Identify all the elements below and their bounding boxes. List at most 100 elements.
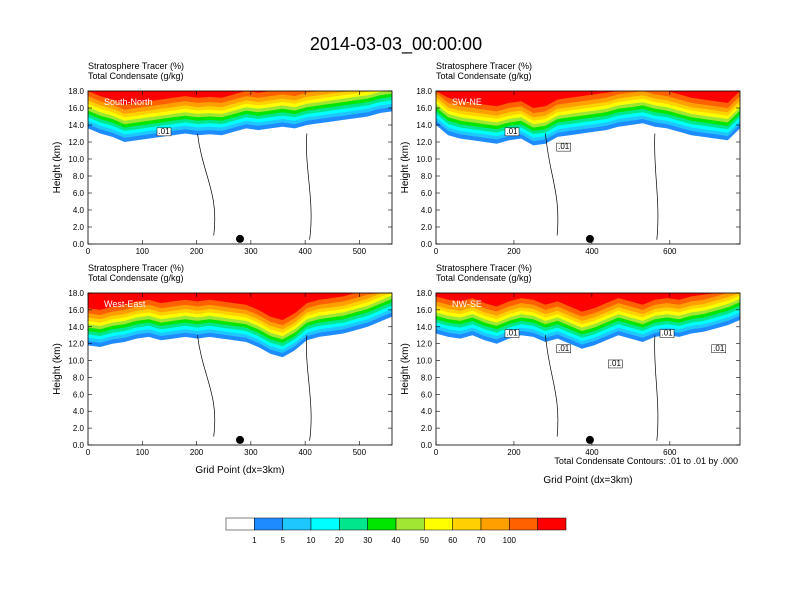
y-tick-label: 16.0 [68,306,84,315]
colorbar-label: 40 [392,536,401,545]
panel-subtitle: Stratosphere Tracer (%) [88,61,184,71]
x-tick-label: 0 [86,247,91,256]
x-tick-label: 300 [244,448,258,457]
tracer-band-11 [436,91,740,108]
contour-label: .01 [558,142,570,151]
tracer-fill [88,91,392,142]
y-tick-label: 8.0 [73,172,85,181]
contour-label-box [504,127,520,137]
x-tick-label: 400 [585,247,599,256]
x-tick-label: 0 [86,448,91,457]
y-tick-label: 4.0 [73,407,85,416]
colorbar: 1 5 10 20 30 40 50 60 70 100 [225,517,567,545]
y-tick-label: 6.0 [73,189,85,198]
x-axis-label: Grid Point (dx=3km) [543,475,632,486]
contour-line [197,335,216,437]
colorbar-swatch [480,517,510,531]
x-tick-label: 300 [244,247,258,256]
colorbar-swatch [254,517,283,531]
y-tick-label: 16.0 [68,104,84,113]
colorbar-swatch [395,517,425,531]
y-tick-label: 6.0 [73,390,85,399]
y-tick-label: 14.0 [68,323,84,332]
colorbar-label: 70 [477,536,486,545]
contour-label: .01 [506,329,518,338]
contour-label: .01 [158,127,170,136]
y-axis-label: Height (km) [400,343,411,395]
contour-line [545,335,559,437]
y-tick-label: 2.0 [73,424,85,433]
panel-subtitle: Stratosphere Tracer (%) [436,61,532,71]
y-tick-label: 8.0 [421,373,433,382]
colorbar-label: 100 [503,536,517,545]
panel-west-east: 0 100 200 300 400 500 0.0 2.0 4.0 6.0 8.0 10.0 12.0 1… [52,263,393,476]
contour-line [654,335,659,441]
y-tick-label: 10.0 [416,357,432,366]
y-tick-label: 8.0 [73,373,85,382]
colorbar-label: 60 [448,536,457,545]
y-tick-label: 10.0 [68,357,84,366]
contour-line [306,335,312,441]
colorbar-swatch [225,517,255,531]
figure-title: 2014-03-03_00:00:00 [310,34,482,55]
contour-label-box [556,142,571,152]
plot-frame [87,90,393,245]
colorbar-swatch [509,517,538,531]
y-tick-label: 0.0 [73,240,85,249]
location-marker [585,234,594,243]
condensate-contours [545,133,659,240]
colorbar-label: 10 [307,536,316,545]
panel-south-north: .01 0 100 200 300 400 500 0.0 2.0 4.0 6.0 8.0 10.0 12… [52,61,393,256]
contour-line [654,133,659,240]
contour-label-box [156,127,172,137]
y-tick-label: 16.0 [416,104,432,113]
y-tick-label: 4.0 [421,206,433,215]
tracer-band-11 [88,91,392,105]
colorbar-swatch [452,517,482,531]
panel-sw-ne: .01 .01 0 200 400 600 0.0 2.0 4.0 6.0 8.0 10.0 12.0 1… [400,61,741,256]
y-axis-label: Height (km) [52,142,63,194]
panel-subtitle-2: Total Condensate (g/kg) [88,71,184,81]
y-tick-label: 14.0 [68,121,84,130]
panel-name: NW-SE [452,299,482,309]
x-tick-label: 0 [434,448,439,457]
panel-name: SW-NE [452,97,482,107]
y-tick-label: 14.0 [416,323,432,332]
y-tick-label: 18.0 [68,87,84,96]
panel-name: South-North [104,97,153,107]
colorbar-swatch [310,517,340,531]
y-tick-label: 0.0 [73,441,85,450]
x-tick-label: 600 [663,247,677,256]
x-tick-label: 500 [353,448,367,457]
x-tick-label: 500 [353,247,367,256]
colorbar-swatch [424,517,453,531]
contour-label-box [659,329,675,338]
colorbar-label: 20 [335,536,344,545]
panel-subtitle-2: Total Condensate (g/kg) [436,71,532,81]
tracer-fill [88,293,392,358]
y-tick-label: 16.0 [416,306,432,315]
y-tick-label: 18.0 [416,289,432,298]
x-tick-label: 200 [190,448,204,457]
plot-frame [87,292,393,446]
x-tick-label: 400 [298,448,312,457]
contour-label-box [556,344,571,354]
y-tick-label: 12.0 [68,138,84,147]
panel-subtitle: Stratosphere Tracer (%) [88,263,184,273]
y-tick-label: 4.0 [73,206,85,215]
panel-subtitle: Stratosphere Tracer (%) [436,263,532,273]
contour-label-box [608,359,623,369]
contour-label: .01 [506,127,518,136]
y-tick-label: 2.0 [73,223,85,232]
panels-group: .01 0 100 200 300 400 500 0.0 2.0 4.0 6.0 8.0 10.0 12… [52,61,741,486]
x-tick-label: 200 [190,247,204,256]
condensate-contours [197,335,312,441]
colorbar-label: 50 [420,536,429,545]
contour-label: .01 [713,344,725,353]
y-tick-label: 10.0 [68,155,84,164]
plot-frame [435,90,741,245]
contour-label: .01 [610,359,622,368]
x-tick-label: 0 [434,247,439,256]
contour-line [306,133,312,240]
panel-nw-se: .01 .01 .01 .01 .01 0 200 400 600 0.0 2.0 4.0 6.0 8.0… [400,263,741,486]
